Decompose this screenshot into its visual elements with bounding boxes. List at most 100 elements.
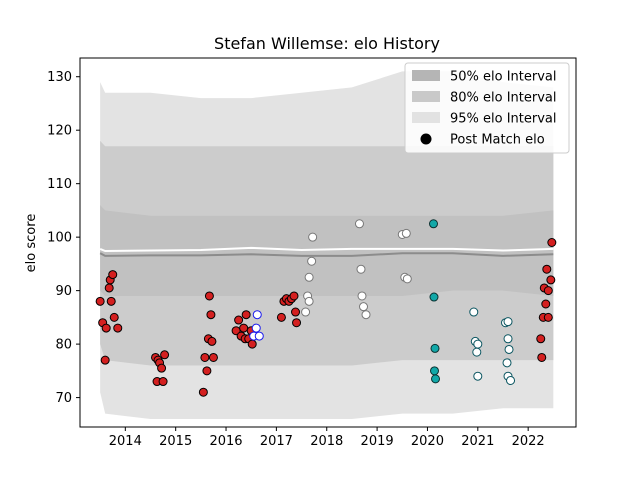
- data-point: [546, 275, 556, 285]
- data-point: [503, 334, 513, 344]
- data-point: [503, 317, 513, 327]
- data-point: [357, 291, 367, 301]
- data-point: [536, 334, 546, 344]
- data-point: [428, 219, 438, 229]
- data-point: [101, 323, 111, 333]
- data-point: [108, 270, 118, 280]
- post-match-points: [95, 219, 557, 397]
- data-point: [356, 264, 366, 274]
- data-point: [543, 312, 553, 322]
- data-point: [234, 315, 244, 325]
- data-point: [361, 310, 371, 320]
- chart-title: Stefan Willemse: elo History: [214, 34, 440, 53]
- data-point: [100, 355, 110, 365]
- data-point: [157, 363, 167, 373]
- data-point: [543, 286, 553, 296]
- y-tick-label: 100: [47, 231, 72, 246]
- x-tick-label: 2019: [361, 434, 394, 449]
- data-point: [113, 323, 123, 333]
- data-point: [308, 232, 318, 242]
- data-point: [109, 312, 119, 322]
- y-tick-label: 120: [47, 124, 72, 139]
- data-point: [541, 299, 551, 309]
- x-axis-ticks: 2014 2015 2016 2017 2018 2019 2020 2021 2022: [109, 427, 545, 449]
- y-axis-label: elo score: [24, 214, 39, 273]
- legend-marker: [420, 133, 432, 145]
- data-point: [289, 291, 299, 301]
- data-point: [239, 323, 249, 333]
- data-point: [473, 371, 483, 381]
- data-point: [429, 292, 439, 302]
- data-point: [254, 331, 264, 341]
- data-point: [506, 375, 516, 385]
- data-point: [430, 343, 440, 353]
- data-point: [354, 219, 364, 229]
- x-tick-label: 2020: [411, 434, 444, 449]
- data-point: [200, 352, 210, 362]
- legend-label: 95% elo Interval: [450, 112, 557, 127]
- data-point: [241, 310, 251, 320]
- x-tick-label: 2016: [209, 434, 242, 449]
- median-line: [99, 252, 554, 257]
- data-point: [469, 307, 479, 317]
- data-point: [401, 228, 411, 238]
- band-50: [100, 205, 554, 296]
- data-point: [431, 374, 441, 384]
- data-point: [206, 310, 216, 320]
- data-point: [198, 387, 208, 397]
- y-axis-ticks: 70 80 90 100 110 120 130: [47, 70, 80, 406]
- y-tick-label: 130: [47, 70, 72, 85]
- y-tick-label: 90: [55, 284, 72, 299]
- y-tick-label: 110: [47, 177, 72, 192]
- data-point: [202, 366, 212, 376]
- data-point: [504, 344, 514, 354]
- y-tick-label: 80: [55, 338, 72, 353]
- x-tick-label: 2017: [260, 434, 293, 449]
- interval-bands: [100, 71, 554, 419]
- data-point: [106, 296, 116, 306]
- data-point: [307, 256, 317, 266]
- data-point: [252, 310, 262, 320]
- data-point: [473, 339, 483, 349]
- x-tick-label: 2015: [159, 434, 192, 449]
- x-tick-label: 2022: [512, 434, 545, 449]
- data-point: [291, 307, 301, 317]
- data-point: [472, 347, 482, 357]
- legend: 50% elo Interval 80% elo Interval 95% elo …: [404, 62, 570, 154]
- legend-swatch: [412, 91, 440, 102]
- data-point: [160, 350, 170, 360]
- y-tick-label: 70: [55, 391, 72, 406]
- x-tick-label: 2014: [109, 434, 142, 449]
- data-point: [402, 274, 412, 284]
- data-point: [292, 318, 302, 328]
- legend-label: 50% elo Interval: [450, 70, 557, 85]
- data-point: [542, 264, 552, 274]
- trend-lines: [99, 246, 554, 257]
- data-point: [104, 283, 114, 293]
- legend-box: [404, 62, 570, 154]
- data-point: [251, 323, 261, 333]
- x-tick-label: 2018: [310, 434, 343, 449]
- x-tick-label: 2021: [461, 434, 494, 449]
- data-point: [276, 312, 286, 322]
- legend-label: Post Match elo: [450, 133, 545, 148]
- data-point: [304, 296, 314, 306]
- legend-swatch: [412, 112, 440, 123]
- data-point: [247, 339, 257, 349]
- data-point: [301, 307, 311, 317]
- data-point: [95, 296, 105, 306]
- data-point: [304, 272, 314, 282]
- data-point: [547, 238, 557, 247]
- data-point: [208, 352, 218, 362]
- data-point: [207, 336, 217, 346]
- data-point: [158, 377, 168, 387]
- data-point: [430, 366, 440, 376]
- legend-label: 80% elo Interval: [450, 91, 557, 106]
- plot-area-frame: [79, 57, 577, 428]
- mean-line: [99, 246, 554, 253]
- data-point: [537, 352, 547, 362]
- data-point: [204, 291, 214, 301]
- legend-swatch: [412, 70, 440, 81]
- data-point: [359, 302, 369, 312]
